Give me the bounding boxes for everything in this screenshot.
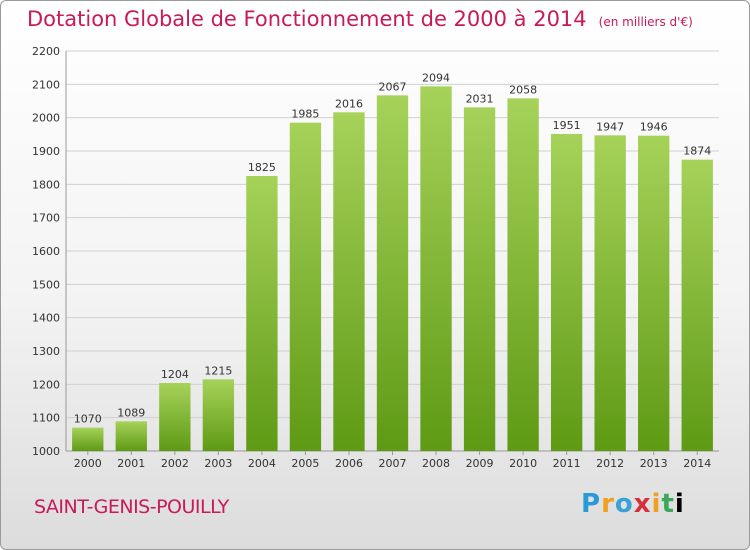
bar-2006	[333, 112, 365, 451]
y-tick-label: 1000	[32, 445, 60, 458]
bars: 1070 1089 1204 1215 1825 1985 2016 2067 2094 2031…	[72, 71, 713, 452]
data-label-2003: 1215	[204, 364, 232, 377]
data-label-2013: 1946	[640, 121, 668, 134]
bar-2007	[376, 95, 409, 451]
x-tick-label-2004: 2004	[248, 457, 276, 470]
bar-2014	[681, 159, 713, 451]
bar-2010	[507, 98, 539, 451]
data-label-2006: 2016	[335, 97, 363, 110]
data-label-2009: 2031	[466, 92, 494, 105]
data-label-2008: 2094	[422, 71, 450, 84]
y-tick-label: 2200	[32, 45, 60, 58]
y-tick-label: 1800	[32, 178, 60, 191]
x-tick-label-2005: 2005	[291, 457, 319, 470]
x-tick-label-2014: 2014	[683, 457, 711, 470]
bar-2012	[594, 135, 626, 452]
bar-2013	[638, 135, 670, 451]
unit-note: (en milliers d'€)	[598, 15, 693, 29]
x-tick-label-2013: 2013	[640, 457, 668, 470]
y-tick-label: 1300	[32, 345, 60, 358]
x-tick-label-2001: 2001	[117, 457, 145, 470]
bar-2003	[202, 379, 235, 451]
y-tick-label: 1200	[32, 378, 60, 391]
data-label-2011: 1951	[553, 119, 581, 132]
y-tick-label: 1900	[32, 145, 60, 158]
data-label-2012: 1947	[596, 120, 624, 133]
chart-title: Dotation Globale de Fonctionnement de 20…	[27, 7, 693, 31]
y-tick-label: 1100	[32, 412, 60, 425]
data-label-2007: 2067	[379, 80, 407, 93]
bar-2002	[159, 383, 191, 451]
x-tick-label-2012: 2012	[596, 457, 624, 470]
x-tick-label-2008: 2008	[422, 457, 450, 470]
y-tick-label: 2000	[32, 112, 60, 125]
x-tick-label-2002: 2002	[161, 457, 189, 470]
x-axis: 2000 2001 2002 2003 2004 2005 2006 2007 2008 2009…	[74, 451, 711, 470]
bar-2004	[246, 176, 278, 451]
proxiti-logo: Proxiti	[581, 489, 685, 519]
x-tick-label-2003: 2003	[204, 457, 232, 470]
y-tick-label: 1400	[32, 312, 60, 325]
data-label-2002: 1204	[161, 368, 189, 381]
bar-2009	[463, 107, 496, 451]
data-label-2014: 1874	[683, 145, 711, 158]
bar-2000	[72, 427, 104, 451]
x-tick-label-2007: 2007	[379, 457, 407, 470]
x-tick-label-2000: 2000	[74, 457, 102, 470]
bar-2005	[289, 122, 322, 452]
data-label-2010: 2058	[509, 83, 537, 96]
commune-name: SAINT-GENIS-POUILLY	[34, 496, 229, 518]
bar-2001	[115, 421, 147, 451]
x-tick-label-2011: 2011	[553, 457, 581, 470]
y-tick-label: 1600	[32, 245, 60, 258]
chart-title-text: Dotation Globale de Fonctionnement de 20…	[27, 7, 587, 31]
x-tick-label-2010: 2010	[509, 457, 537, 470]
bar-2008	[420, 86, 452, 451]
y-tick-label: 1700	[32, 212, 60, 225]
data-label-2004: 1825	[248, 161, 276, 174]
y-tick-label: 1500	[32, 278, 60, 291]
y-tick-label: 2100	[32, 78, 60, 91]
data-label-2001: 1089	[117, 406, 145, 419]
data-label-2005: 1985	[291, 108, 319, 121]
x-tick-label-2006: 2006	[335, 457, 363, 470]
data-label-2000: 1070	[74, 413, 102, 426]
bar-2011	[550, 134, 583, 451]
x-tick-label-2009: 2009	[466, 457, 494, 470]
